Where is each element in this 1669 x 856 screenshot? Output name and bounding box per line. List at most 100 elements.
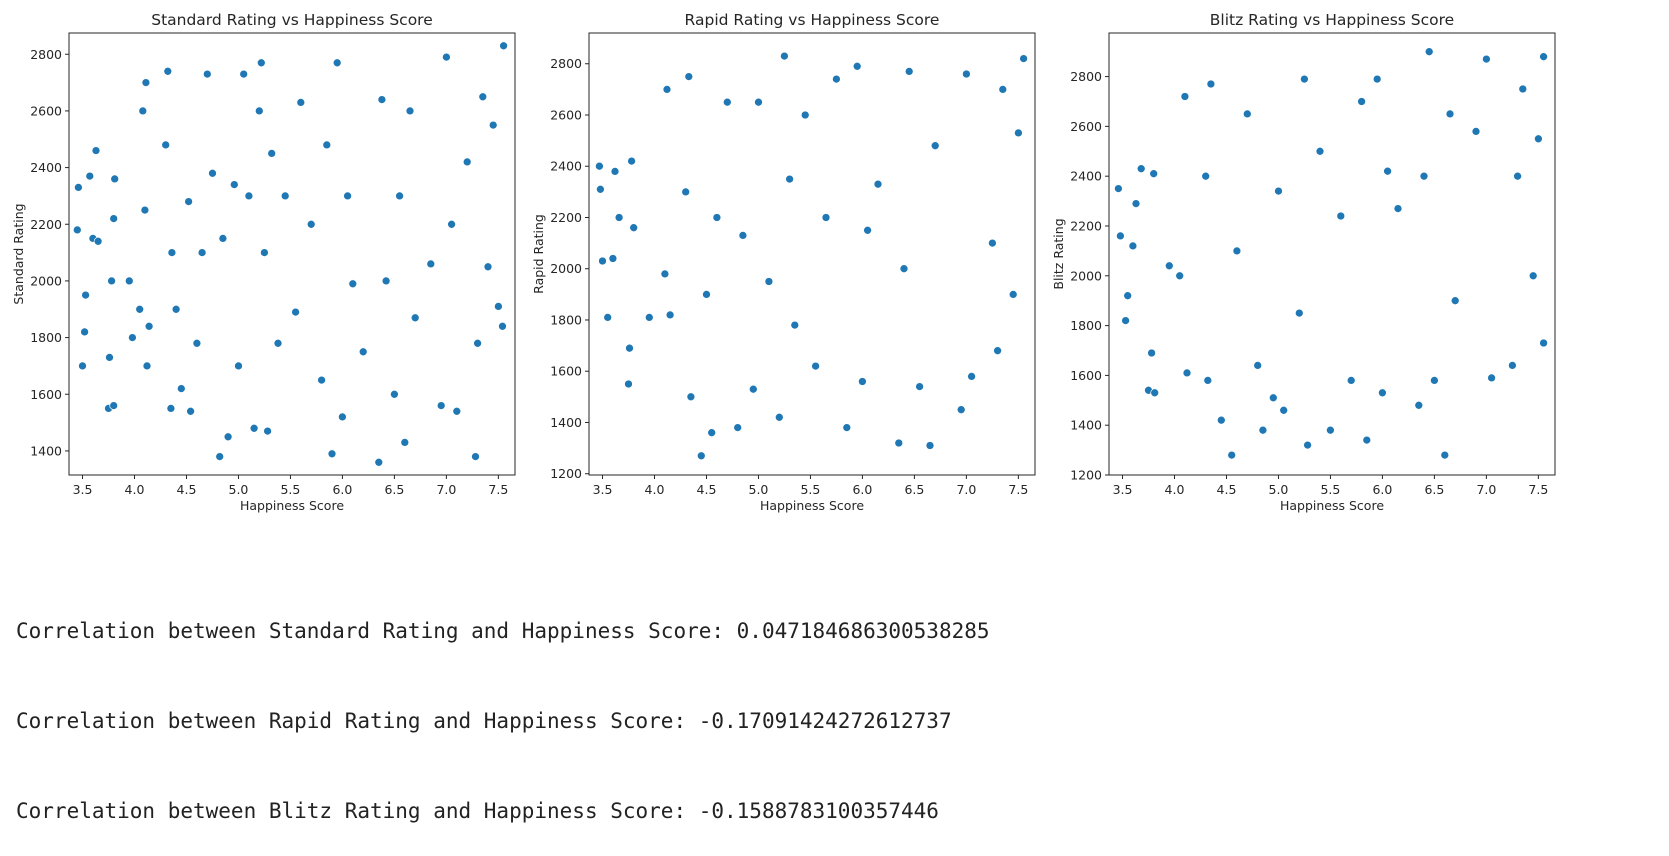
scatter-points [72, 41, 508, 467]
data-point [239, 69, 249, 79]
data-point [624, 379, 633, 389]
x-tick-label: 4.0 [1165, 482, 1185, 497]
data-point [1227, 450, 1237, 460]
charts-area: Standard Rating vs Happiness Score 3.5 4.0… [11, 11, 1556, 513]
y-tick-label: 2400 [550, 159, 582, 174]
data-point [405, 106, 415, 116]
data-point [452, 406, 462, 416]
data-point [74, 183, 83, 192]
data-point [1513, 171, 1522, 181]
data-point [662, 85, 672, 94]
data-point [930, 141, 940, 151]
data-point [754, 97, 763, 107]
data-point [1393, 204, 1403, 213]
y-tick-label: 1600 [30, 387, 62, 402]
y-tick-label: 1200 [1070, 468, 1102, 483]
data-point [78, 361, 87, 371]
data-point [166, 404, 176, 413]
data-point [832, 74, 841, 84]
data-point [358, 347, 368, 357]
data-point [790, 320, 800, 330]
x-tick-label: 7.5 [488, 482, 508, 497]
data-point [603, 313, 613, 322]
data-point [1326, 425, 1335, 435]
scatter-points [1114, 47, 1548, 460]
data-point [1534, 134, 1543, 144]
rapid-rating-svg: Rapid Rating vs Happiness Score 3.5 4.0 4.5… [531, 11, 1036, 513]
data-point [267, 149, 277, 158]
data-point [473, 338, 482, 348]
correlation-standard-line: Correlation between Standard Rating and … [16, 619, 990, 643]
data-point [800, 110, 810, 120]
data-point [163, 66, 173, 76]
x-tick-label: 5.5 [280, 482, 300, 497]
data-point [1147, 348, 1156, 358]
y-tick-label: 1600 [1070, 368, 1102, 383]
y-tick-label: 2000 [1070, 268, 1102, 283]
data-point [462, 157, 472, 167]
data-point [218, 234, 228, 243]
data-point [332, 58, 342, 68]
data-point [1114, 184, 1123, 193]
data-point [215, 452, 225, 461]
data-point [821, 213, 831, 222]
y-tick-label: 1600 [550, 364, 582, 379]
data-point [142, 361, 152, 371]
data-point [1149, 169, 1159, 179]
y-axis-label: Blitz Rating [1051, 218, 1066, 289]
data-point [686, 392, 696, 402]
data-point [176, 384, 186, 393]
x-tick-label: 5.0 [1269, 482, 1289, 497]
data-point [1206, 79, 1216, 89]
data-point [1471, 127, 1481, 136]
data-point [1258, 425, 1268, 435]
data-point [1232, 246, 1242, 256]
data-point [400, 438, 410, 447]
x-tick-label: 3.5 [73, 482, 93, 497]
data-point [93, 236, 103, 246]
y-tick-label: 2600 [550, 107, 582, 122]
data-point [712, 213, 722, 222]
data-point [322, 140, 332, 150]
data-point [774, 412, 784, 422]
data-point [498, 321, 507, 331]
data-point [1175, 271, 1185, 281]
y-tick-label: 1800 [30, 330, 62, 345]
data-point [128, 333, 137, 342]
y-axis-label: Rapid Rating [531, 214, 546, 294]
x-tick-label: 6.5 [384, 482, 404, 497]
data-point [1131, 199, 1141, 208]
data-point [186, 406, 195, 416]
y-tick-label: 2200 [550, 210, 582, 225]
data-point [327, 449, 337, 459]
x-tick-label: 4.0 [645, 482, 665, 497]
data-point [1268, 393, 1278, 403]
chart-title: Standard Rating vs Happiness Score [151, 11, 433, 29]
data-point [109, 214, 119, 223]
data-point [733, 423, 743, 432]
data-point [256, 58, 266, 68]
data-point [1182, 368, 1192, 378]
data-point [702, 290, 711, 299]
x-tick-label: 7.5 [1528, 482, 1548, 497]
correlation-blitz-line: Correlation between Blitz Rating and Hap… [16, 799, 939, 823]
data-point [426, 259, 436, 269]
data-point [1274, 186, 1283, 196]
data-point [608, 254, 618, 263]
data-point [381, 276, 391, 286]
scatter-points [595, 51, 1028, 461]
data-point [1300, 74, 1309, 84]
x-tick-label: 5.0 [749, 482, 769, 497]
data-point [167, 248, 177, 257]
data-point [1419, 171, 1429, 181]
data-point [1440, 450, 1450, 460]
data-point [197, 248, 207, 257]
data-point [144, 321, 154, 331]
data-point [1346, 376, 1356, 385]
standard-rating-svg: Standard Rating vs Happiness Score 3.5 4.0… [11, 11, 516, 513]
data-point [1445, 109, 1455, 119]
data-point [348, 279, 358, 289]
data-point [107, 276, 116, 286]
chart-title: Rapid Rating vs Happiness Score [685, 11, 940, 29]
data-point [478, 92, 488, 102]
